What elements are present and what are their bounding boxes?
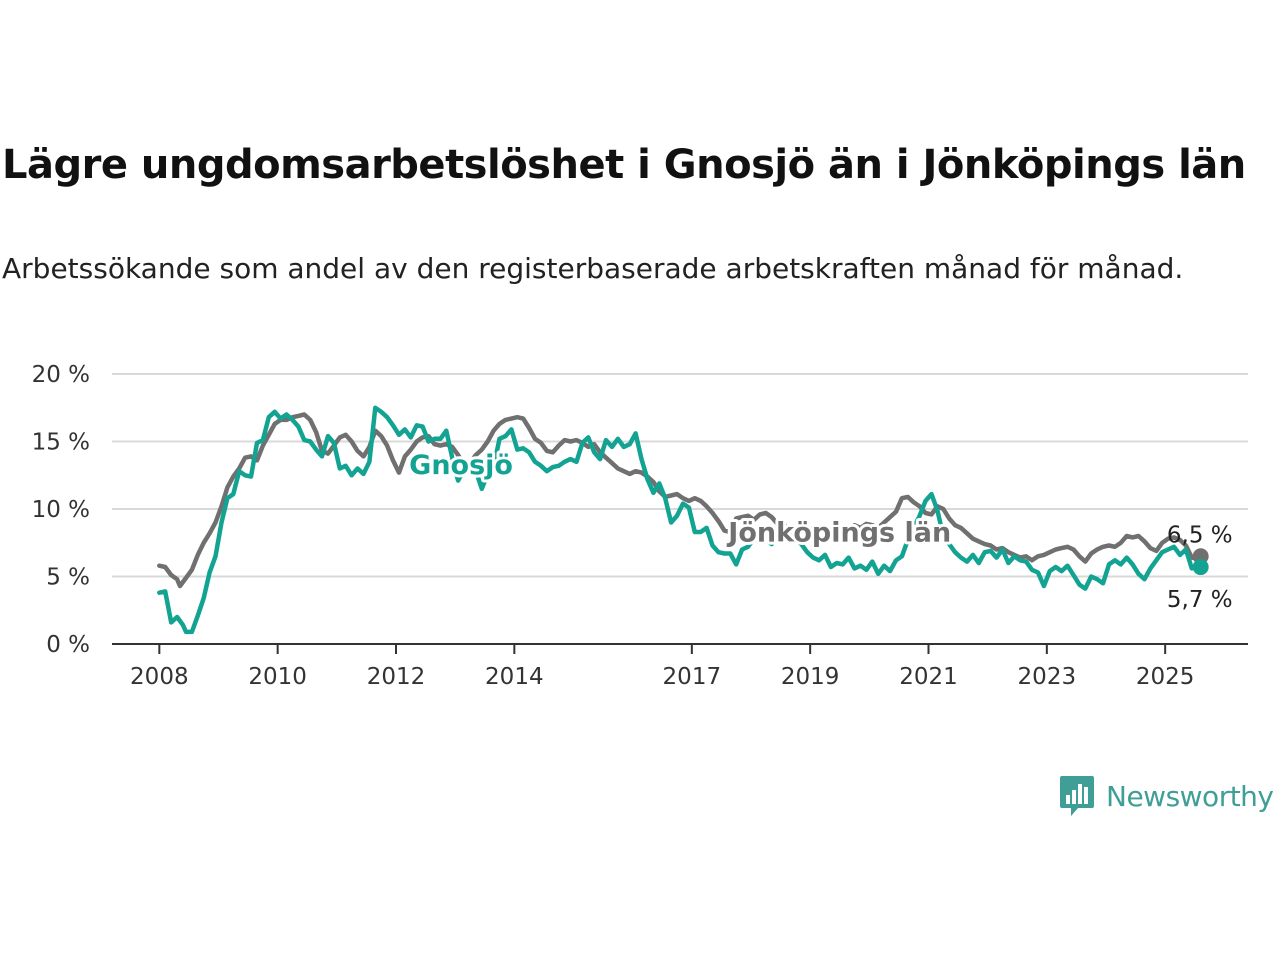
y-tick-label: 0 % (46, 632, 90, 658)
x-tick-label: 2023 (1018, 664, 1077, 690)
y-tick-label: 5 % (46, 565, 90, 591)
x-tick-label: 2019 (781, 664, 840, 690)
x-tick-label: 2025 (1136, 664, 1195, 690)
gridlines (112, 373, 1248, 578)
series-line-j-nk-pings-l-n (157, 412, 1203, 589)
x-tick-label: 2010 (248, 664, 307, 690)
series-lines (157, 405, 1203, 635)
series-line-gnosj- (157, 405, 1203, 635)
y-axis: 0 % 5 % 10 % 15 % 20 % (32, 362, 90, 658)
y-tick-label: 20 % (32, 362, 90, 388)
series-name-label: Jönköpings län (726, 517, 951, 548)
chart-title: Lägre ungdomsarbetslöshet i Gnosjö än i … (2, 142, 1246, 188)
brand-name: Newsworthy (1106, 779, 1274, 813)
end-value-label: 6,5 % (1167, 522, 1233, 548)
series-name-label: Gnosjö (409, 450, 513, 481)
x-tick-label: 2012 (367, 664, 426, 690)
end-point-marker (1192, 559, 1209, 576)
brand-logo: Newsworthy (1058, 774, 1274, 818)
x-tick-label: 2008 (130, 664, 189, 690)
x-tick-label: 2017 (663, 664, 722, 690)
newsworthy-logo-icon (1060, 776, 1094, 816)
x-tick-label: 2014 (485, 664, 544, 690)
chart-subtitle: Arbetssökande som andel av den registerb… (2, 252, 1184, 285)
y-tick-label: 10 % (32, 497, 90, 523)
y-tick-label: 15 % (32, 430, 90, 456)
x-axis: 2008 2010 2012 2014 2017 2019 2021 2023 2025 (112, 643, 1248, 690)
series-labels: 6,5 % 5,7 % Gnosjö Jönköpings län (406, 447, 1233, 613)
end-value-label: 5,7 % (1167, 587, 1233, 613)
x-tick-label: 2021 (899, 664, 958, 690)
